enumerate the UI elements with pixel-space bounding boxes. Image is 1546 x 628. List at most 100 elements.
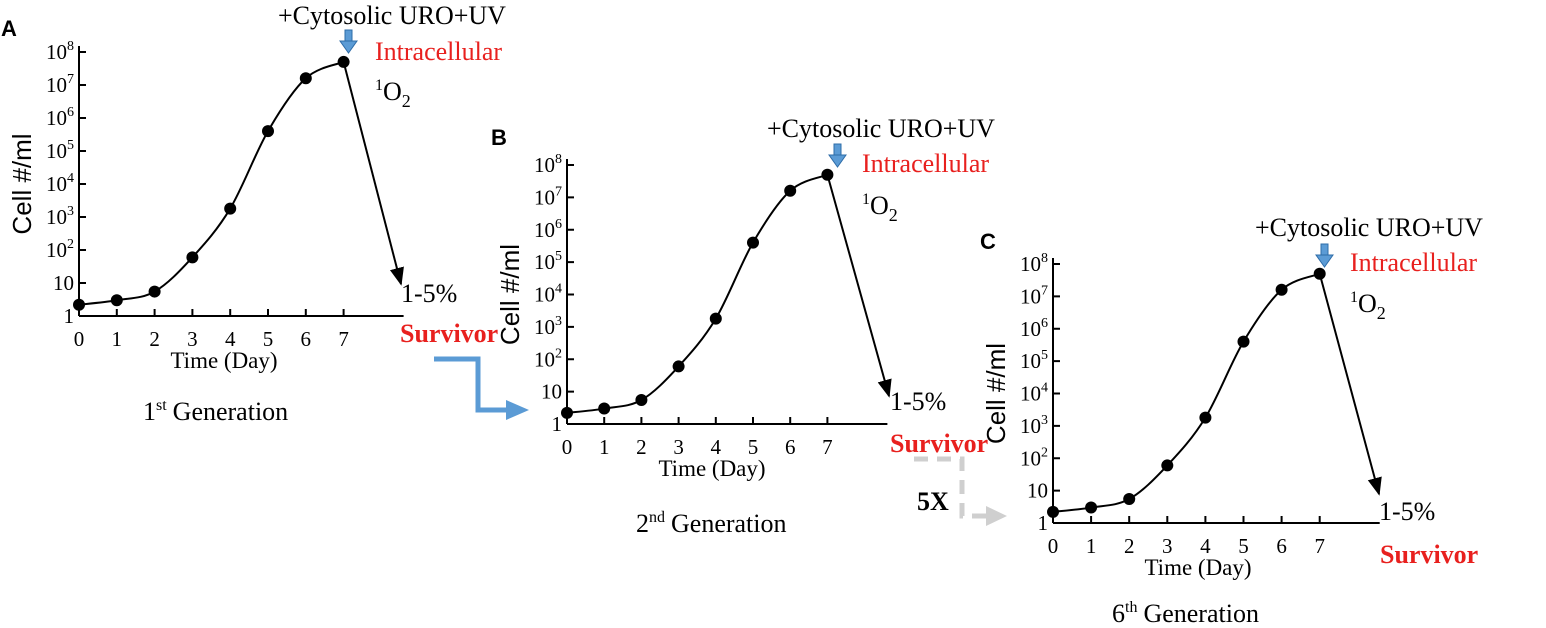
x-tick-label: 6	[1276, 534, 1287, 558]
singlet-oxygen-base: O	[870, 191, 889, 220]
data-point	[1085, 501, 1098, 514]
data-point	[1237, 335, 1250, 348]
panel-b: B +Cytosolic URO+UV Intracellular 1O2 1-…	[491, 114, 995, 538]
x-tick-label: 2	[636, 435, 647, 459]
intracellular-label: Intracellular	[862, 149, 989, 178]
y-tick-label: 103	[1020, 413, 1048, 438]
x-tick-label: 0	[74, 327, 85, 351]
intracellular-label: Intracellular	[1350, 248, 1477, 277]
x-tick-label: 0	[562, 435, 573, 459]
repeat-arrow-2-to-6: 5X	[914, 456, 1007, 526]
y-axis-label: Cell #/ml	[981, 343, 1011, 444]
x-tick-label: 7	[1314, 534, 1325, 558]
data-point	[186, 251, 199, 264]
blue-elbow-arrow-head	[506, 400, 529, 420]
y-tick-label: 10	[1027, 479, 1048, 503]
x-tick-label: 7	[338, 327, 349, 351]
survivor-label: Survivor	[400, 319, 498, 348]
y-tick-label: 106	[46, 105, 74, 130]
data-point	[635, 394, 648, 407]
generation-suffix: st	[156, 397, 167, 414]
gray-dashed-elbow-arrow-icon	[914, 456, 988, 519]
singlet-oxygen-label: 1O2	[862, 191, 898, 225]
singlet-oxygen-base: O	[1358, 289, 1377, 318]
x-tick-label: 6	[785, 435, 796, 459]
y-tick-label: 102	[46, 237, 74, 262]
generation-word: Generation	[1143, 599, 1259, 628]
survivor-label: Survivor	[890, 429, 988, 458]
y-tick-label: 10	[541, 380, 562, 404]
y-tick-label: 107	[46, 72, 74, 97]
data-point	[148, 285, 161, 298]
treatment-label: +Cytosolic URO+UV	[767, 114, 995, 143]
x-tick-label: 1	[1086, 534, 1097, 558]
data-point	[299, 72, 312, 85]
growth-curve	[78, 60, 344, 306]
x-tick-label: 6	[301, 327, 312, 351]
singlet-oxygen-sub: 2	[402, 91, 411, 111]
data-point	[784, 184, 797, 197]
x-axis-label: Time (Day)	[1144, 555, 1251, 580]
y-tick-label: 10	[53, 271, 74, 295]
x-tick-label: 0	[1048, 534, 1059, 558]
data-point	[110, 294, 123, 307]
panel-a: A +Cytosolic URO+UV Intracellular 1O2 1-…	[1, 1, 506, 426]
y-axis-label: Cell #/ml	[7, 133, 37, 234]
y-tick-label: 104	[46, 171, 74, 196]
data-point	[73, 298, 85, 311]
y-tick-label: 105	[46, 138, 74, 163]
y-tick-label: 102	[534, 346, 562, 371]
singlet-oxygen-label: 1O2	[1350, 289, 1386, 323]
singlet-oxygen-pre: 1	[862, 191, 870, 208]
data-point	[224, 202, 237, 215]
growth-curve	[1052, 272, 1321, 513]
generation-suffix: nd	[649, 509, 665, 526]
y-tick-label: 105	[534, 249, 562, 274]
blue-down-arrow-icon	[1315, 243, 1334, 268]
data-point	[1047, 505, 1059, 518]
treatment-label: +Cytosolic URO+UV	[278, 1, 506, 30]
generation-number: 1	[143, 397, 156, 426]
data-point	[709, 312, 722, 325]
y-axis-label: Cell #/ml	[495, 244, 525, 345]
x-tick-label: 1	[112, 327, 123, 351]
survival-percent: 1-5%	[401, 279, 457, 308]
data-point	[561, 406, 573, 419]
x-tick-label: 2	[1124, 534, 1135, 558]
data-point	[1123, 493, 1136, 506]
intracellular-label: Intracellular	[375, 37, 502, 66]
x-tick-label: 4	[225, 327, 236, 351]
panel-c: C +Cytosolic URO+UV Intracellular 1O2 1-…	[980, 213, 1483, 628]
x-tick-label: 5	[1238, 534, 1249, 558]
y-tick-label: 105	[1020, 348, 1048, 373]
data-point	[262, 125, 274, 138]
x-tick-label: 4	[711, 435, 722, 459]
panel-label: B	[491, 125, 507, 150]
x-tick-label: 3	[673, 435, 684, 459]
generation-word: Generation	[671, 509, 787, 538]
singlet-oxygen-pre: 1	[1350, 289, 1358, 306]
generation-word: Generation	[173, 397, 289, 426]
generation-number: 2	[636, 509, 649, 538]
generation-number: 6	[1112, 599, 1125, 628]
blue-elbow-arrow-icon	[434, 356, 512, 413]
survival-percent: 1-5%	[890, 387, 946, 416]
decline-arrow	[826, 174, 892, 398]
x-tick-label: 3	[187, 327, 198, 351]
y-tick-label: 1	[64, 304, 75, 328]
y-tick-label: 1	[1038, 511, 1049, 535]
x-tick-label: 5	[263, 327, 274, 351]
growth-curve	[566, 173, 828, 414]
y-tick-label: 104	[1020, 381, 1048, 406]
decline-arrow	[1318, 273, 1382, 496]
singlet-oxygen-pre: 1	[375, 77, 383, 94]
x-axis-label: Time (Day)	[170, 348, 277, 373]
x-tick-label: 4	[1200, 534, 1211, 558]
y-tick-label: 103	[534, 314, 562, 339]
x-tick-label: 3	[1162, 534, 1173, 558]
y-tick-label: 104	[534, 282, 562, 307]
data-point	[1161, 459, 1174, 472]
x-tick-label: 7	[822, 435, 833, 459]
treatment-label: +Cytosolic URO+UV	[1255, 213, 1483, 242]
